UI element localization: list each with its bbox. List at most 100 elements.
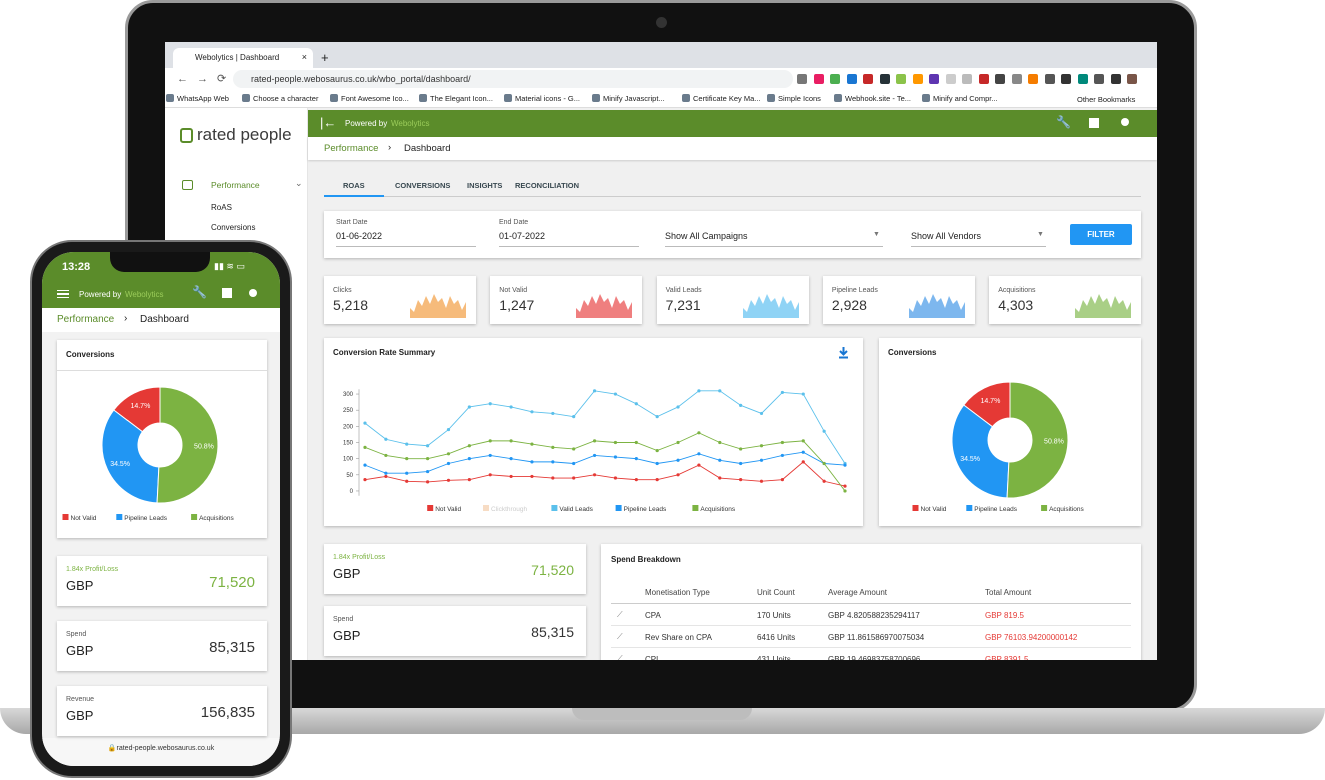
stat-label: Not Valid [499,287,528,294]
extension-icon[interactable] [1011,74,1022,84]
grid-icon[interactable] [1088,117,1100,129]
extension-icon[interactable] [978,74,989,84]
extension-icon[interactable] [1044,74,1055,84]
extension-icon[interactable] [945,74,956,84]
address-bar[interactable]: rated-people.webosaurus.co.uk/wbo_portal… [233,70,793,88]
data-point [551,445,555,449]
status-icons: ▮▮ ≋ ▭ [214,261,245,271]
row-icon: ⟋ [617,632,623,641]
data-point [509,405,513,409]
tabs: ROAS CONVERSIONS INSIGHTS RECONCILIATION [324,175,1141,197]
data-point [363,445,367,449]
legend-label: Acquisitions [199,515,234,522]
browser-tab[interactable]: Webolytics | Dashboard × [173,48,313,68]
row-icon: ⟋ [617,610,623,619]
extension-icon[interactable] [1028,74,1038,84]
bookmark[interactable]: Simple Icons [767,94,821,103]
header-rule [611,603,1131,604]
submenu-item[interactable]: Conversions [211,223,256,232]
y-tick-label: 50 [346,473,353,479]
menu-icon [182,180,193,190]
bookmark[interactable]: Webhook.site - Te... [834,94,911,103]
tab[interactable]: ROAS [324,175,384,197]
extension-icon[interactable] [1110,74,1121,84]
extension-icon[interactable] [962,74,972,84]
tab-title: Webolytics | Dashboard [195,53,280,62]
extension-icon[interactable] [912,74,923,84]
tab[interactable]: INSIGHTS [467,181,503,190]
data-point [676,473,680,477]
tab[interactable]: RECONCILIATION [515,181,580,190]
data-point [572,415,576,419]
bookmark[interactable]: Minify and Compr... [922,94,998,103]
bookmark[interactable]: The Elegant Icon... [419,94,493,103]
nav-buttons[interactable]: ←→⟳ [177,73,236,85]
extension-icon[interactable] [879,74,890,84]
extension-icon[interactable] [813,74,824,84]
bookmark[interactable]: Choose a character [242,94,318,103]
data-point [759,458,764,462]
breadcrumb-link[interactable]: Performance [324,143,379,154]
chart-title: Conversion Rate Summary [333,348,436,357]
breadcrumb-bar: Performance › Dashboard [42,308,280,332]
new-tab[interactable]: + [321,50,329,65]
breadcrumb-link[interactable]: Performance [57,314,115,325]
menu-item[interactable]: Performance [211,180,260,190]
start-date[interactable]: 01-06-2022 [336,231,476,247]
data-point [759,444,764,448]
bookmark-icon [242,94,250,102]
grid-icon[interactable] [222,288,232,298]
download-icon[interactable] [838,347,849,359]
extension-icon[interactable] [830,74,840,84]
summary-value: 156,835 [200,704,255,721]
bookmark-icon [922,94,930,102]
bookmark[interactable]: Font Awesome Ico... [330,94,409,103]
bookmark[interactable]: Material icons - G... [504,94,580,103]
data-point [613,476,618,480]
campaign-select[interactable]: Show All Campaigns [665,231,883,247]
data-point [843,463,847,467]
menu-icon[interactable] [57,290,69,298]
line-chart: 0 50 100 150 200 250 300 Not Valid Clickthrough V… [343,389,847,513]
bookmark[interactable]: Certificate Key Ma... [682,94,761,103]
extension-icon[interactable] [1094,74,1104,84]
user-icon[interactable] [249,289,257,297]
slice-label: 50.8% [1044,439,1064,446]
vendor-select[interactable]: Show All Vendors [911,231,1046,247]
user-icon[interactable] [1121,118,1129,126]
extension-icon[interactable] [929,74,939,84]
end-date[interactable]: 01-07-2022 [499,231,639,247]
tab-close[interactable]: × [301,52,307,62]
extension-icon[interactable] [846,74,857,84]
back-icon[interactable]: |← [320,115,337,130]
extension-icon[interactable] [797,74,807,84]
submenu-item[interactable]: RoAS [211,203,232,212]
logo: rated people [197,125,292,144]
other-bookmarks[interactable]: Other Bookmarks [1077,95,1135,104]
data-point [655,461,659,466]
legend-label: Valid Leads [559,506,593,513]
breadcrumb-bar: Performance › Dashboard [308,137,1157,160]
table-cell: GBP 8391.5 [985,655,1029,660]
extension-icon[interactable] [896,74,906,84]
tab[interactable]: CONVERSIONS [395,181,451,190]
data-point [676,405,680,409]
status-bar: 13:28 ▮▮ ≋ ▭ Powered by Webolytics 🔧 [42,252,280,308]
extension-icon[interactable] [1061,74,1071,84]
extension-icon[interactable] [1077,74,1088,84]
data-point [634,440,638,445]
y-tick-label: 200 [343,424,354,430]
bookmark[interactable]: Minify Javascript... [592,94,665,103]
tools-icon[interactable]: 🔧 [1056,115,1071,129]
extension-icon[interactable] [1127,74,1137,84]
summary-value: 85,315 [531,624,574,640]
bookmark-icon [419,94,427,102]
table-cell: GBP 819.5 [985,611,1024,620]
filter-button[interactable]: FILTER [1070,224,1132,245]
data-point [655,448,659,453]
powered-by: Powered by [345,119,388,128]
extension-icon[interactable] [863,74,873,84]
tools-icon[interactable]: 🔧 [192,285,207,299]
extension-icon[interactable] [995,74,1005,84]
bookmark[interactable]: WhatsApp Web [166,94,229,103]
